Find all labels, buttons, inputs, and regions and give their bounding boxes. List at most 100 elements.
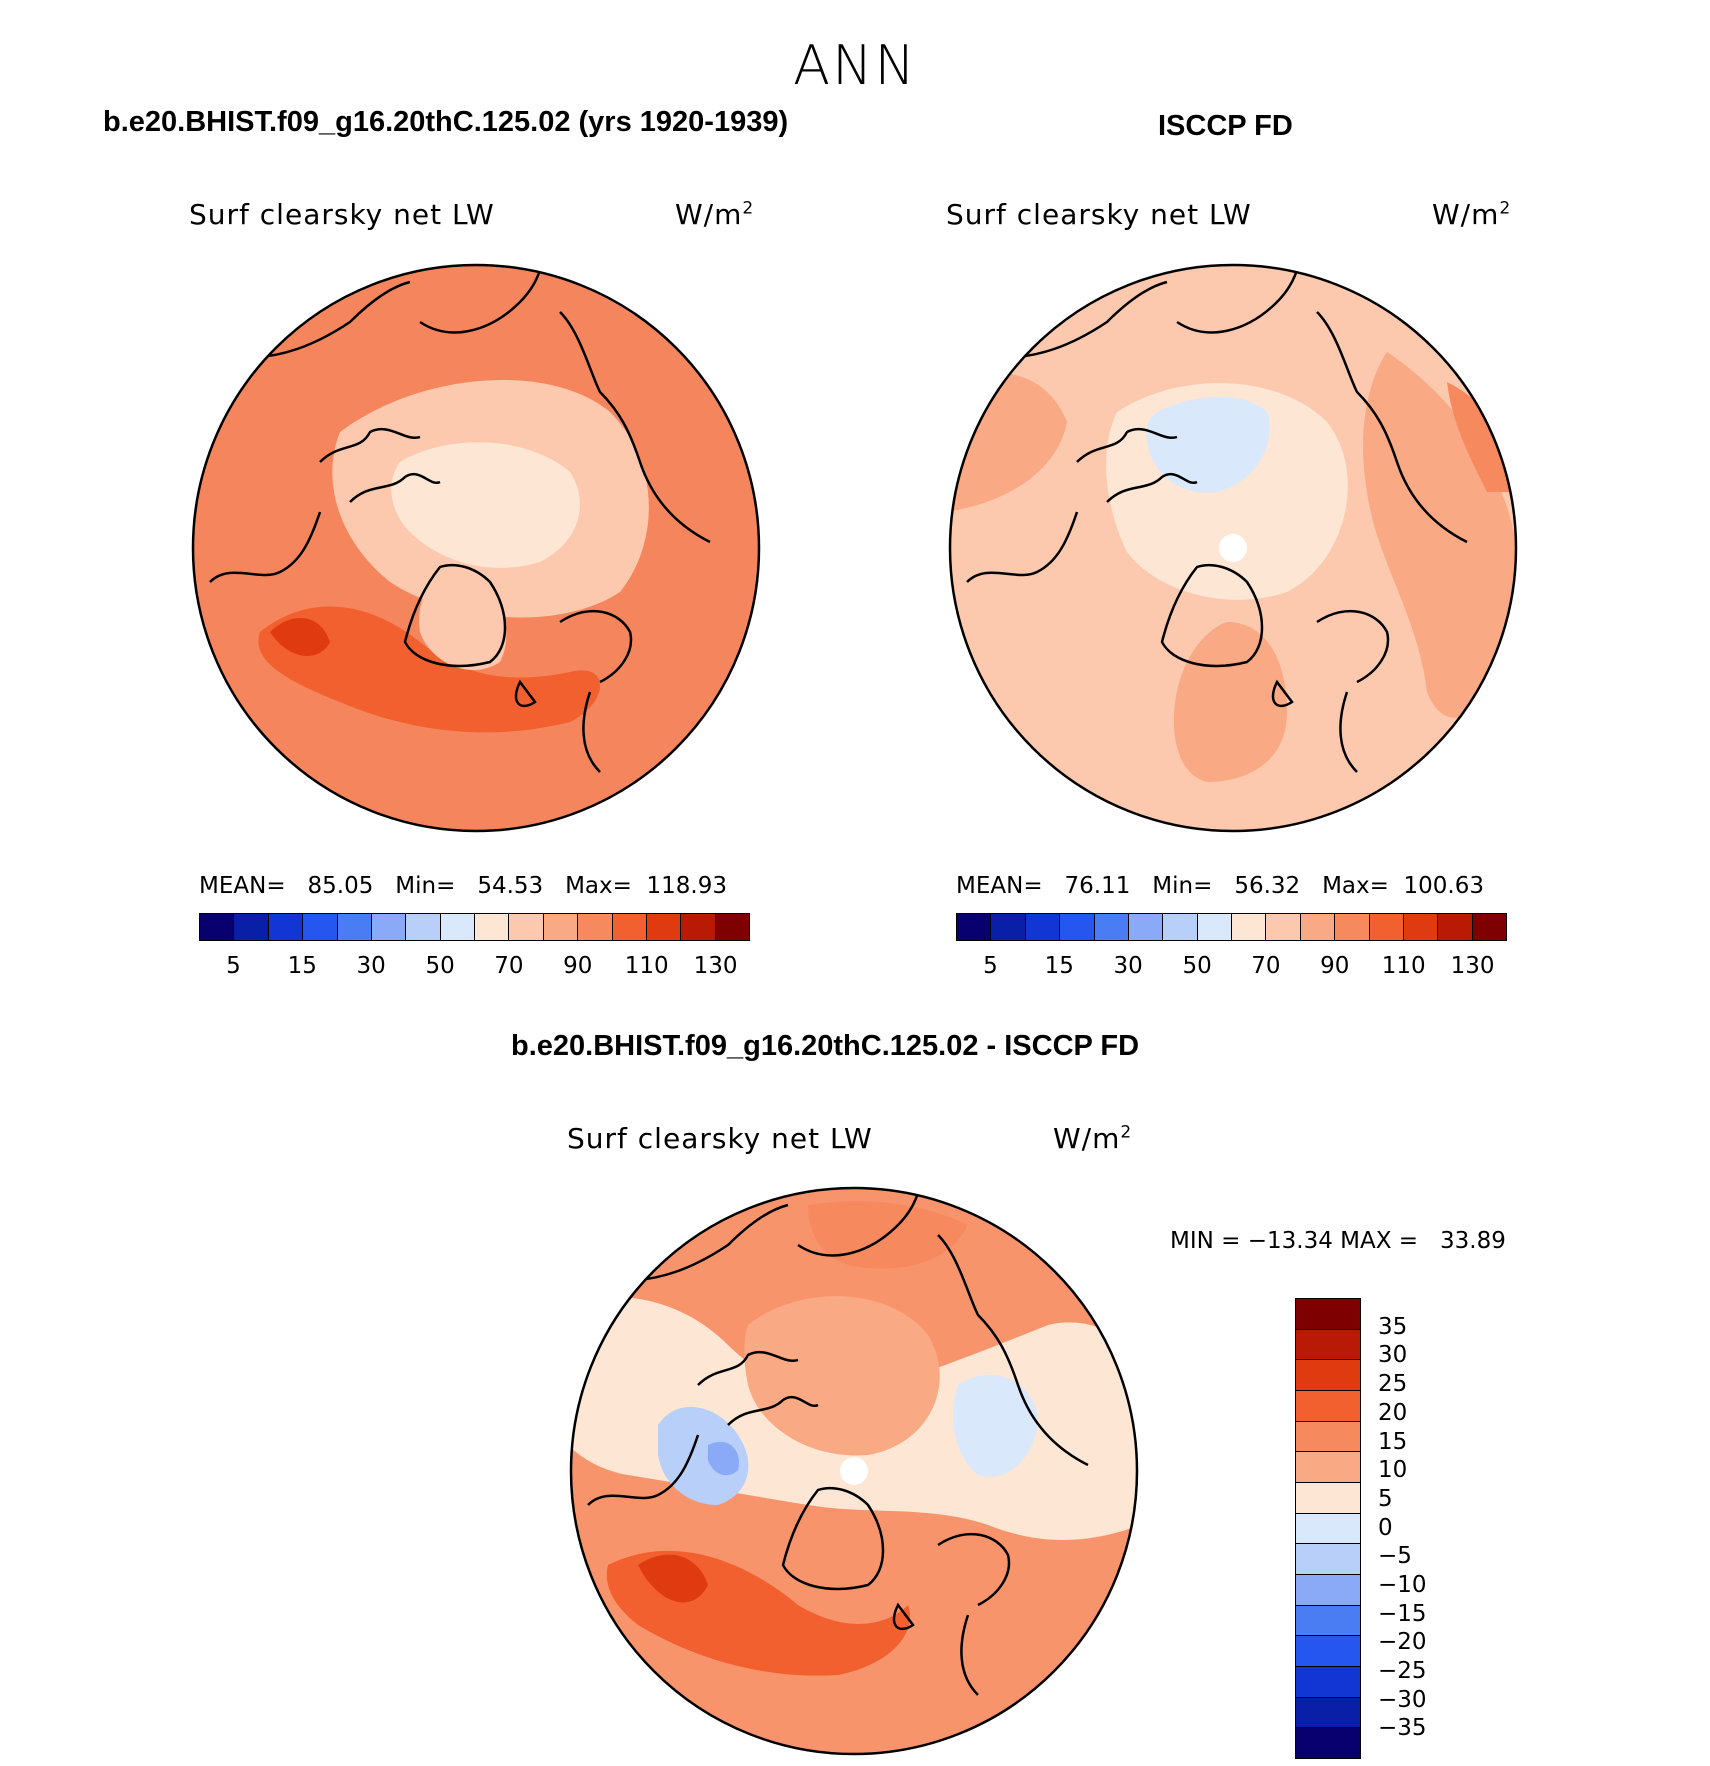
colorbar-swatch — [543, 914, 579, 940]
diff-panel-minmax: MIN = −13.34 MAX = 33.89 — [1170, 1228, 1506, 1254]
colorbar-swatch — [1296, 1697, 1360, 1729]
colorbar-swatch — [1296, 1360, 1360, 1392]
colorbar-swatch — [646, 914, 682, 940]
colorbar-swatch — [1403, 914, 1439, 940]
colorbar-swatch — [715, 914, 749, 940]
diff-colorbar-labels: 35 30 25 20 15 10 5 0 −5 −10 −15 −20 −25… — [1378, 1298, 1468, 1757]
colorbar-swatch — [337, 914, 372, 940]
panel-2-stats: MEAN= 76.11 Min= 56.32 Max= 100.63 — [956, 873, 1485, 899]
colorbar-swatch — [1296, 1391, 1360, 1422]
panel-1-colorbar-labels: 5 15 30 50 70 90 110 130 — [199, 953, 750, 983]
colorbar-swatch — [1128, 914, 1164, 940]
diff-colorbar-swatches — [1295, 1298, 1361, 1759]
panel-1-fill-hot — [258, 606, 600, 733]
panel-2-fill-cold — [1146, 397, 1270, 493]
colorbar-swatch — [1335, 914, 1370, 940]
colorbar-swatch — [1060, 914, 1095, 940]
colorbar-label: 15 — [287, 953, 317, 979]
colorbar-swatch — [1296, 1667, 1360, 1698]
colorbar-swatch — [1296, 1329, 1360, 1361]
colorbar-swatch — [406, 914, 441, 940]
colorbar-label: 30 — [1378, 1342, 1408, 1369]
panel-1-variable: Surf clearsky net LW — [189, 198, 495, 231]
colorbar-swatch — [234, 914, 269, 940]
colorbar-swatch — [1296, 1513, 1360, 1545]
colorbar-label: 30 — [1113, 953, 1143, 979]
diff-pole-missing — [840, 1457, 868, 1485]
diff-fill-center — [744, 1296, 940, 1456]
colorbar-label: 20 — [1378, 1399, 1408, 1426]
colorbar-swatch — [1296, 1421, 1360, 1453]
colorbar-label: 130 — [1450, 953, 1495, 979]
diff-panel-map — [569, 1186, 1139, 1756]
colorbar-label: −5 — [1378, 1543, 1412, 1570]
colorbar-label: 90 — [563, 953, 593, 979]
colorbar-swatch — [200, 914, 235, 940]
colorbar-swatch — [1438, 914, 1473, 940]
colorbar-label: −30 — [1378, 1686, 1427, 1713]
colorbar-label: 30 — [356, 953, 386, 979]
diff-panel-units: W/m2 — [1053, 1122, 1133, 1155]
panel-1-fill-center — [391, 442, 580, 568]
panel-1-map-border — [191, 263, 761, 833]
panel-2-pole-missing — [1219, 534, 1247, 562]
panel-2-fill-east — [1363, 352, 1516, 718]
colorbar-swatch — [1296, 1299, 1360, 1330]
colorbar-swatch — [991, 914, 1026, 940]
panel-2-colorbar-swatches — [956, 913, 1507, 941]
diff-fill-max — [638, 1554, 708, 1603]
colorbar-swatch — [1296, 1452, 1360, 1484]
colorbar-swatch — [1300, 914, 1336, 940]
colorbar-label: 35 — [1378, 1313, 1408, 1340]
colorbar-swatch — [371, 914, 407, 940]
panel-2-colorbar-labels: 5 15 30 50 70 90 110 130 — [956, 953, 1507, 983]
colorbar-swatch — [1296, 1728, 1360, 1759]
diff-panel-title: b.e20.BHIST.f09_g16.20thC.125.02 - ISCCP… — [511, 1030, 1140, 1062]
panel-1-stats: MEAN= 85.05 Min= 54.53 Max= 118.93 — [199, 873, 728, 899]
colorbar-swatch — [1197, 914, 1232, 940]
colorbar-swatch — [681, 914, 716, 940]
panel-1-colorbar — [199, 913, 750, 941]
colorbar-label: 70 — [1251, 953, 1281, 979]
diff-colorbar — [1295, 1298, 1361, 1759]
panel-1-map — [191, 263, 761, 833]
panel-2-coastlines — [966, 265, 1468, 773]
colorbar-swatch — [1232, 914, 1267, 940]
colorbar-label: −10 — [1378, 1571, 1427, 1598]
colorbar-label: 10 — [1378, 1457, 1408, 1484]
colorbar-label: −25 — [1378, 1658, 1427, 1684]
colorbar-label: 5 — [226, 953, 241, 979]
colorbar-swatch — [1296, 1575, 1360, 1606]
colorbar-swatch — [578, 914, 613, 940]
colorbar-swatch — [1296, 1605, 1360, 1637]
colorbar-label: 0 — [1378, 1514, 1393, 1541]
colorbar-swatch — [957, 914, 992, 940]
colorbar-label: 50 — [1182, 953, 1212, 979]
panel-2-units: W/m2 — [1432, 198, 1512, 231]
colorbar-label: 110 — [1381, 953, 1426, 979]
colorbar-label: 130 — [693, 953, 738, 979]
panel-1-fill-max — [270, 618, 330, 656]
colorbar-label: 15 — [1044, 953, 1074, 979]
colorbar-swatch — [1163, 914, 1198, 940]
panel-2-variable: Surf clearsky net LW — [946, 198, 1252, 231]
colorbar-label: 5 — [1378, 1485, 1393, 1512]
diff-fill-min — [708, 1441, 739, 1476]
diff-fill-negative — [658, 1406, 749, 1505]
colorbar-swatch — [509, 914, 544, 940]
colorbar-swatch — [475, 914, 510, 940]
colorbar-label: 5 — [983, 953, 998, 979]
colorbar-swatch — [1094, 914, 1129, 940]
diff-panel-coastlines — [587, 1188, 1089, 1696]
panel-1-units: W/m2 — [675, 198, 755, 231]
colorbar-swatch — [1025, 914, 1061, 940]
colorbar-label: 90 — [1320, 953, 1350, 979]
colorbar-label: −20 — [1378, 1629, 1427, 1656]
panel-2-fill-hot — [1447, 382, 1516, 492]
colorbar-swatch — [440, 914, 475, 940]
diff-fill-cold-east — [953, 1375, 1038, 1477]
panel-2-map-border — [948, 263, 1518, 833]
colorbar-swatch — [1369, 914, 1404, 940]
season-title: ANN — [793, 34, 917, 97]
colorbar-swatch — [303, 914, 338, 940]
